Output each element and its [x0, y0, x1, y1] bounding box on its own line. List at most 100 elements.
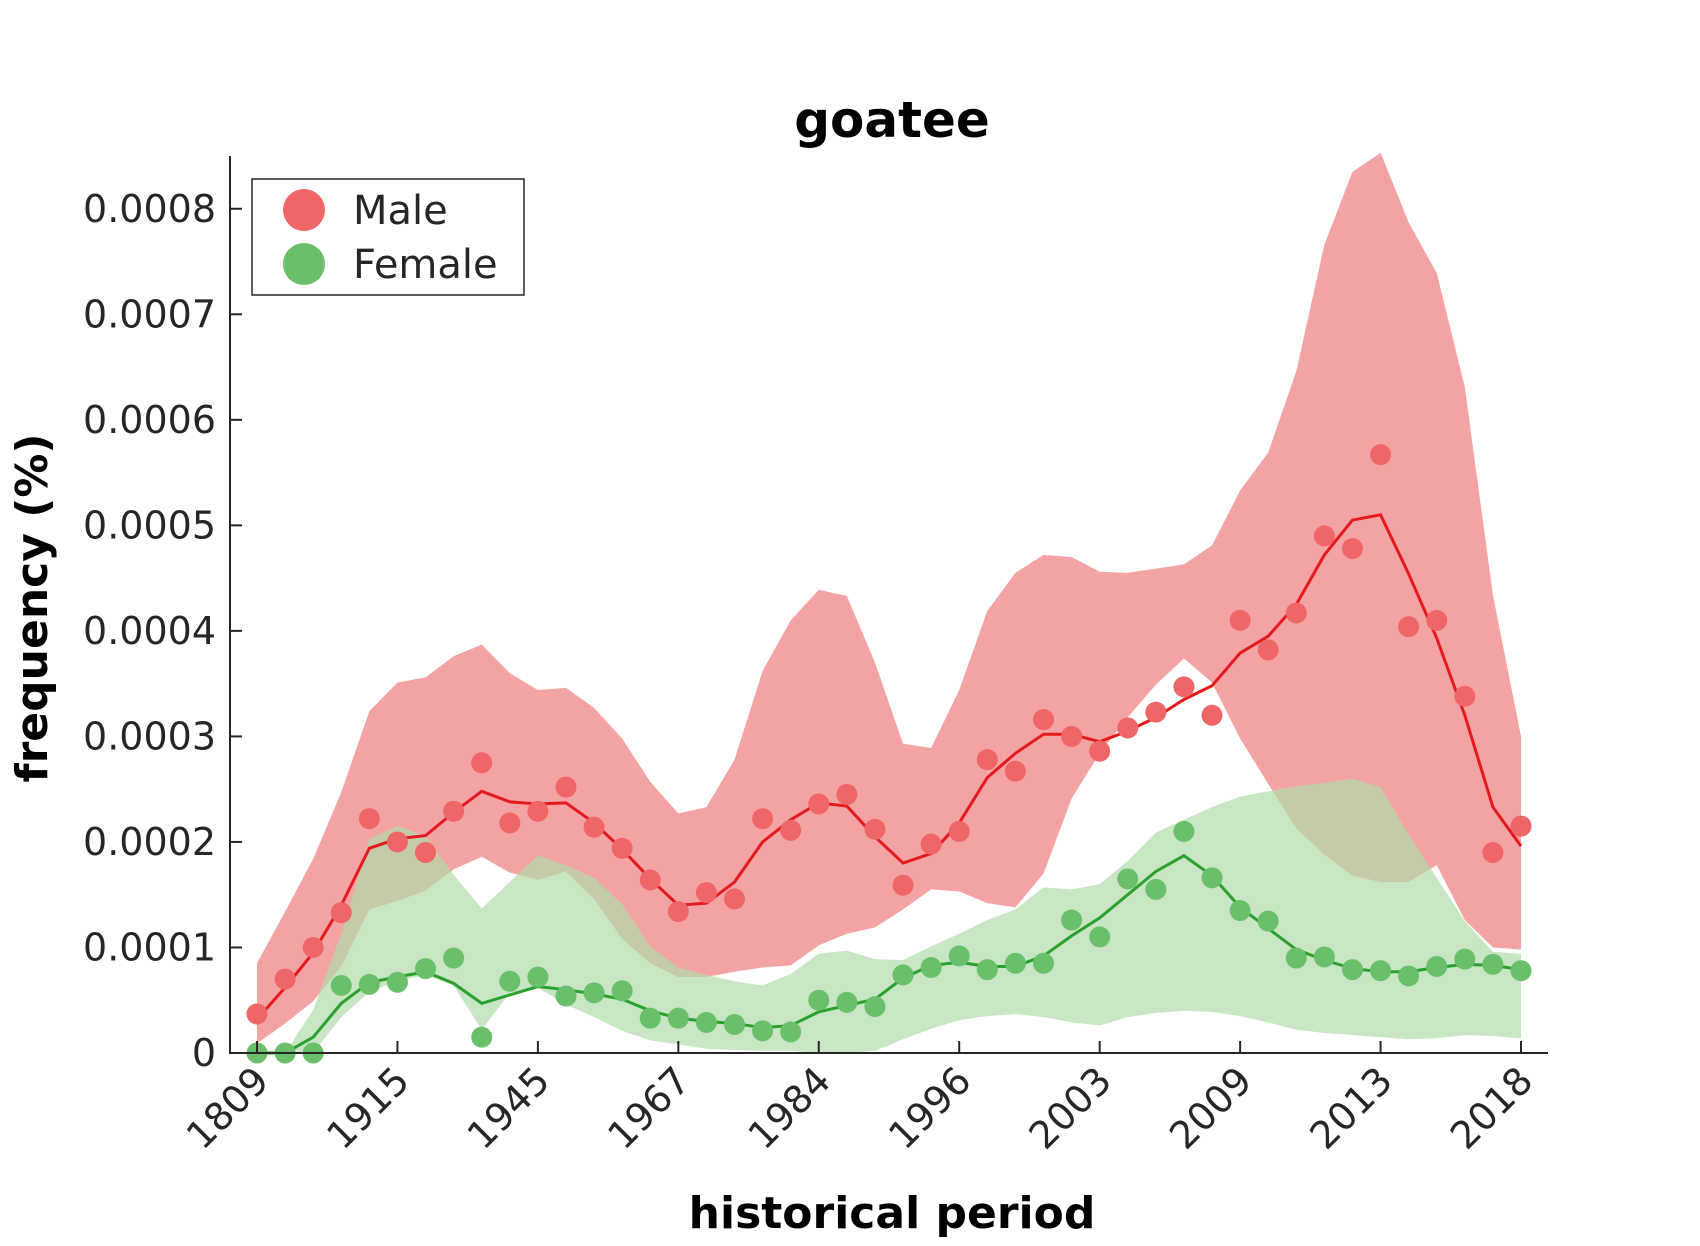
- y-tick-label: 0.0006: [83, 398, 216, 442]
- x-tick-label: 1967: [599, 1058, 699, 1158]
- male-data-point: [1426, 609, 1448, 631]
- male-data-point: [330, 902, 352, 924]
- legend: Male Female: [251, 178, 525, 296]
- male-data-point: [1454, 685, 1476, 707]
- male-data-point: [555, 776, 577, 798]
- male-data-point: [639, 869, 661, 891]
- y-axis-ticks: 0 0.0001 0.0002 0.0003 0.0004 0.0005 0.0006 0.0…: [83, 187, 242, 1075]
- male-data-point: [246, 1003, 268, 1025]
- y-tick-label: 0.0007: [83, 292, 216, 336]
- female-data-point: [892, 964, 914, 986]
- female-data-point: [808, 989, 830, 1011]
- female-data-point: [1173, 820, 1195, 842]
- female-data-point: [330, 974, 352, 996]
- male-data-point: [836, 783, 858, 805]
- male-smoothed-line: [255, 513, 1523, 1021]
- x-tick-label: 1984: [740, 1058, 840, 1158]
- legend-marker-male: [283, 189, 325, 231]
- female-data-point: [1313, 946, 1335, 968]
- female-data-point: [499, 970, 521, 992]
- male-data-point: [1370, 444, 1392, 466]
- male-data-point: [1229, 609, 1251, 631]
- female-data-point: [667, 1007, 689, 1029]
- male-data-point: [1313, 525, 1335, 547]
- data-points: [246, 444, 1532, 1064]
- male-data-point: [1145, 701, 1167, 723]
- y-tick-label: 0.0004: [83, 609, 216, 653]
- female-data-point: [1341, 959, 1363, 981]
- female-data-point: [555, 985, 577, 1007]
- female-data-point: [1089, 926, 1111, 948]
- male-data-point: [1061, 725, 1083, 747]
- female-data-point: [358, 973, 380, 995]
- y-tick-label: 0.0001: [83, 925, 216, 969]
- female-data-point: [386, 971, 408, 993]
- male-data-point: [358, 808, 380, 830]
- female-data-point: [1032, 952, 1054, 974]
- female-data-point: [1454, 948, 1476, 970]
- male-data-point: [415, 841, 437, 863]
- male-data-point: [1089, 740, 1111, 762]
- female-data-point: [415, 958, 437, 980]
- female-data-point: [1145, 878, 1167, 900]
- female-data-point: [583, 982, 605, 1004]
- y-tick-label: 0.0008: [83, 187, 216, 231]
- male-data-point: [808, 793, 830, 815]
- male-data-point: [1004, 760, 1026, 782]
- male-data-point: [1032, 709, 1054, 731]
- female-data-point: [527, 966, 549, 988]
- male-data-point: [499, 812, 521, 834]
- legend-label-female: Female: [353, 242, 498, 288]
- male-data-point: [1257, 639, 1279, 661]
- male-data-point: [1117, 717, 1139, 739]
- x-tick-label: 1996: [880, 1058, 980, 1158]
- female-smoothed-line: [257, 853, 1522, 1055]
- male-data-point: [1173, 676, 1195, 698]
- female-data-point: [1117, 868, 1139, 890]
- male-data-point: [780, 819, 802, 841]
- x-tick-label: 2009: [1161, 1058, 1261, 1158]
- male-data-point: [527, 800, 549, 822]
- female-confidence-band: [257, 778, 1521, 1053]
- female-data-point: [471, 1026, 493, 1048]
- male-data-point: [976, 749, 998, 771]
- female-data-point: [1229, 900, 1251, 922]
- male-data-point: [1341, 538, 1363, 560]
- male-data-point: [667, 901, 689, 923]
- male-data-point: [724, 888, 746, 910]
- female-data-point: [836, 991, 858, 1013]
- female-data-point: [920, 957, 942, 979]
- male-data-point: [1285, 602, 1307, 624]
- x-axis-ticks: 1809 1915 1945 1967 1984 1996 2003 2009 2013 2018: [178, 1041, 1541, 1158]
- female-data-point: [443, 947, 465, 969]
- male-data-point: [892, 874, 914, 896]
- x-tick-label: 1945: [459, 1058, 559, 1158]
- y-tick-label: 0.0002: [83, 820, 216, 864]
- y-tick-label: 0.0005: [83, 503, 216, 547]
- female-data-point: [1004, 952, 1026, 974]
- female-data-point: [1061, 909, 1083, 931]
- female-data-point: [724, 1014, 746, 1036]
- x-tick-label: 2003: [1021, 1058, 1121, 1158]
- female-data-point: [752, 1020, 774, 1042]
- male-data-point: [583, 816, 605, 838]
- male-data-point: [386, 831, 408, 853]
- male-data-point: [864, 818, 886, 840]
- x-tick-label: 2013: [1301, 1058, 1401, 1158]
- female-data-point: [1426, 955, 1448, 977]
- male-data-point: [1510, 815, 1532, 837]
- male-confidence-band: [257, 152, 1521, 1044]
- female-data-point: [1285, 947, 1307, 969]
- female-data-point: [948, 945, 970, 967]
- male-data-point: [443, 800, 465, 822]
- legend-marker-female: [283, 243, 325, 285]
- female-data-point: [864, 996, 886, 1018]
- x-axis-title: historical period: [689, 1188, 1096, 1239]
- female-data-point: [780, 1021, 802, 1043]
- axes: [229, 156, 1548, 1054]
- female-data-point: [1398, 965, 1420, 987]
- smoothed-lines: [255, 513, 1523, 1055]
- male-data-point: [471, 752, 493, 774]
- x-tick-label: 1915: [318, 1058, 418, 1158]
- y-tick-label: 0.0003: [83, 714, 216, 758]
